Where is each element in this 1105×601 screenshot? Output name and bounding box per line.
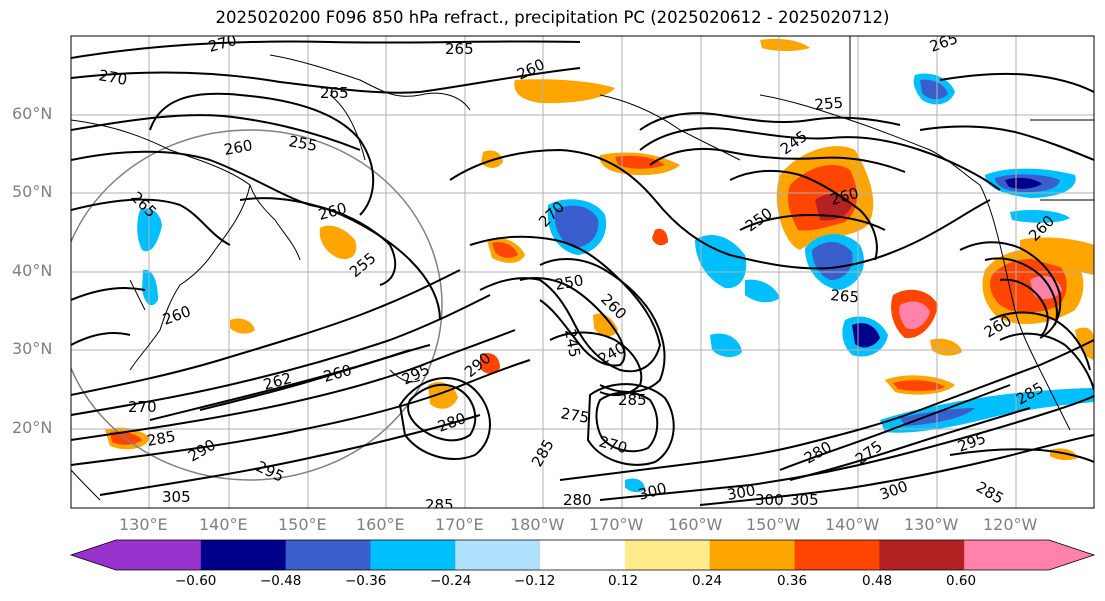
lon-label: 170°W (589, 515, 644, 534)
lon-label: 180°W (510, 515, 565, 534)
contour-label: 285 (425, 496, 454, 514)
map-frame (70, 35, 1095, 509)
refractivity-contours (71, 40, 1094, 506)
contour-label: 255 (814, 94, 844, 114)
colorbar-segment (964, 540, 1050, 570)
lon-label: 130°E (119, 515, 168, 534)
contour-label: 250 (554, 271, 585, 294)
contour-label: 285 (618, 391, 647, 409)
colorbar-segment (794, 540, 880, 570)
lon-label: 160°E (356, 515, 405, 534)
contour-label: 285 (146, 427, 177, 450)
contour-label: 305 (790, 491, 819, 509)
contour-label: 265 (445, 40, 474, 58)
colorbar-tick: 0.36 (777, 573, 808, 589)
lat-label-40n: 40°N (12, 261, 53, 280)
lat-label-30n: 30°N (12, 339, 53, 358)
contour-label: 260 (223, 136, 254, 159)
colorbar-tick: −0.48 (260, 573, 302, 589)
contour-label: 255 (287, 132, 318, 155)
lon-label: 140°E (199, 515, 248, 534)
contour-label: 265 (320, 84, 349, 102)
colorbar-extend-left (71, 540, 116, 570)
lon-label: 150°E (278, 515, 327, 534)
lon-label: 120°W (983, 515, 1038, 534)
colorbar-tick: 0.24 (692, 573, 723, 589)
colorbar-segment (285, 540, 371, 570)
colorbar-segment (624, 540, 711, 570)
graticule (71, 36, 1094, 508)
range-ring (71, 129, 443, 481)
map-plot-area: 270 270 265 265 260 255 260 265 260 255 … (71, 36, 1094, 514)
colorbar-tick: 0.12 (608, 573, 639, 589)
colorbar-tick: 0.48 (862, 573, 893, 589)
contour-label: 300 (726, 481, 757, 504)
colorbar-tick: −0.12 (514, 573, 556, 589)
colorbar-tick: 0.60 (946, 573, 977, 589)
colorbar-segment (455, 540, 541, 570)
colorbar (69, 539, 1096, 571)
map-title: 2025020200 F096 850 hPa refract., precip… (215, 8, 890, 27)
colorbar-tick: −0.24 (430, 573, 472, 589)
lon-label: 150°W (746, 515, 801, 534)
lon-label: 140°W (825, 515, 880, 534)
colorbar-segment (200, 540, 287, 570)
lon-label: 160°W (668, 515, 723, 534)
lon-label: 130°W (904, 515, 959, 534)
colorbar-segment (370, 540, 456, 570)
lon-label: 170°E (435, 515, 484, 534)
precipitation-shading (105, 38, 1094, 493)
lat-label-50n: 50°N (12, 182, 53, 201)
colorbar-segment (879, 540, 965, 570)
lat-label-60n: 60°N (12, 104, 53, 123)
contour-label: 265 (830, 286, 860, 306)
contour-label: 280 (563, 491, 592, 509)
contour-label: 275 (559, 404, 590, 427)
contour-label: 245 (561, 328, 584, 359)
colorbar-segment (540, 540, 626, 570)
contour-label: 300 (755, 491, 784, 509)
contour-label: 270 (128, 398, 157, 416)
colorbar-extend-right (1049, 540, 1094, 570)
contour-label: 305 (162, 488, 191, 506)
colorbar-segment (709, 540, 796, 570)
colorbar-tick: −0.36 (345, 573, 387, 589)
colorbar-segment (116, 540, 202, 570)
colorbar-tick: −0.60 (175, 573, 217, 589)
contour-label: 270 (97, 66, 128, 89)
lat-label-20n: 20°N (12, 418, 53, 437)
